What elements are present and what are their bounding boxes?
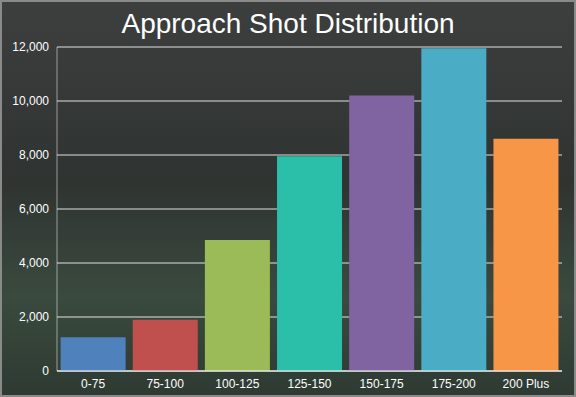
svg-text:10,000: 10,000: [12, 94, 49, 108]
svg-text:175-200: 175-200: [432, 377, 476, 391]
svg-text:100-125: 100-125: [215, 377, 259, 391]
svg-text:6,000: 6,000: [19, 202, 49, 216]
svg-text:4,000: 4,000: [19, 256, 49, 270]
svg-text:75-100: 75-100: [147, 377, 185, 391]
html-text:Approach Shot Distribution: Approach Shot Distribution: [121, 8, 455, 39]
svg-text:200 Plus: 200 Plus: [503, 377, 550, 391]
svg-text:8,000: 8,000: [19, 148, 49, 162]
svg-text:0: 0: [42, 364, 49, 378]
svg-text:12,000: 12,000: [12, 40, 49, 54]
svg-text:125-150: 125-150: [287, 377, 331, 391]
svg-text:0-75: 0-75: [81, 377, 105, 391]
svg-text:2,000: 2,000: [19, 310, 49, 324]
svg-text:150-175: 150-175: [360, 377, 404, 391]
